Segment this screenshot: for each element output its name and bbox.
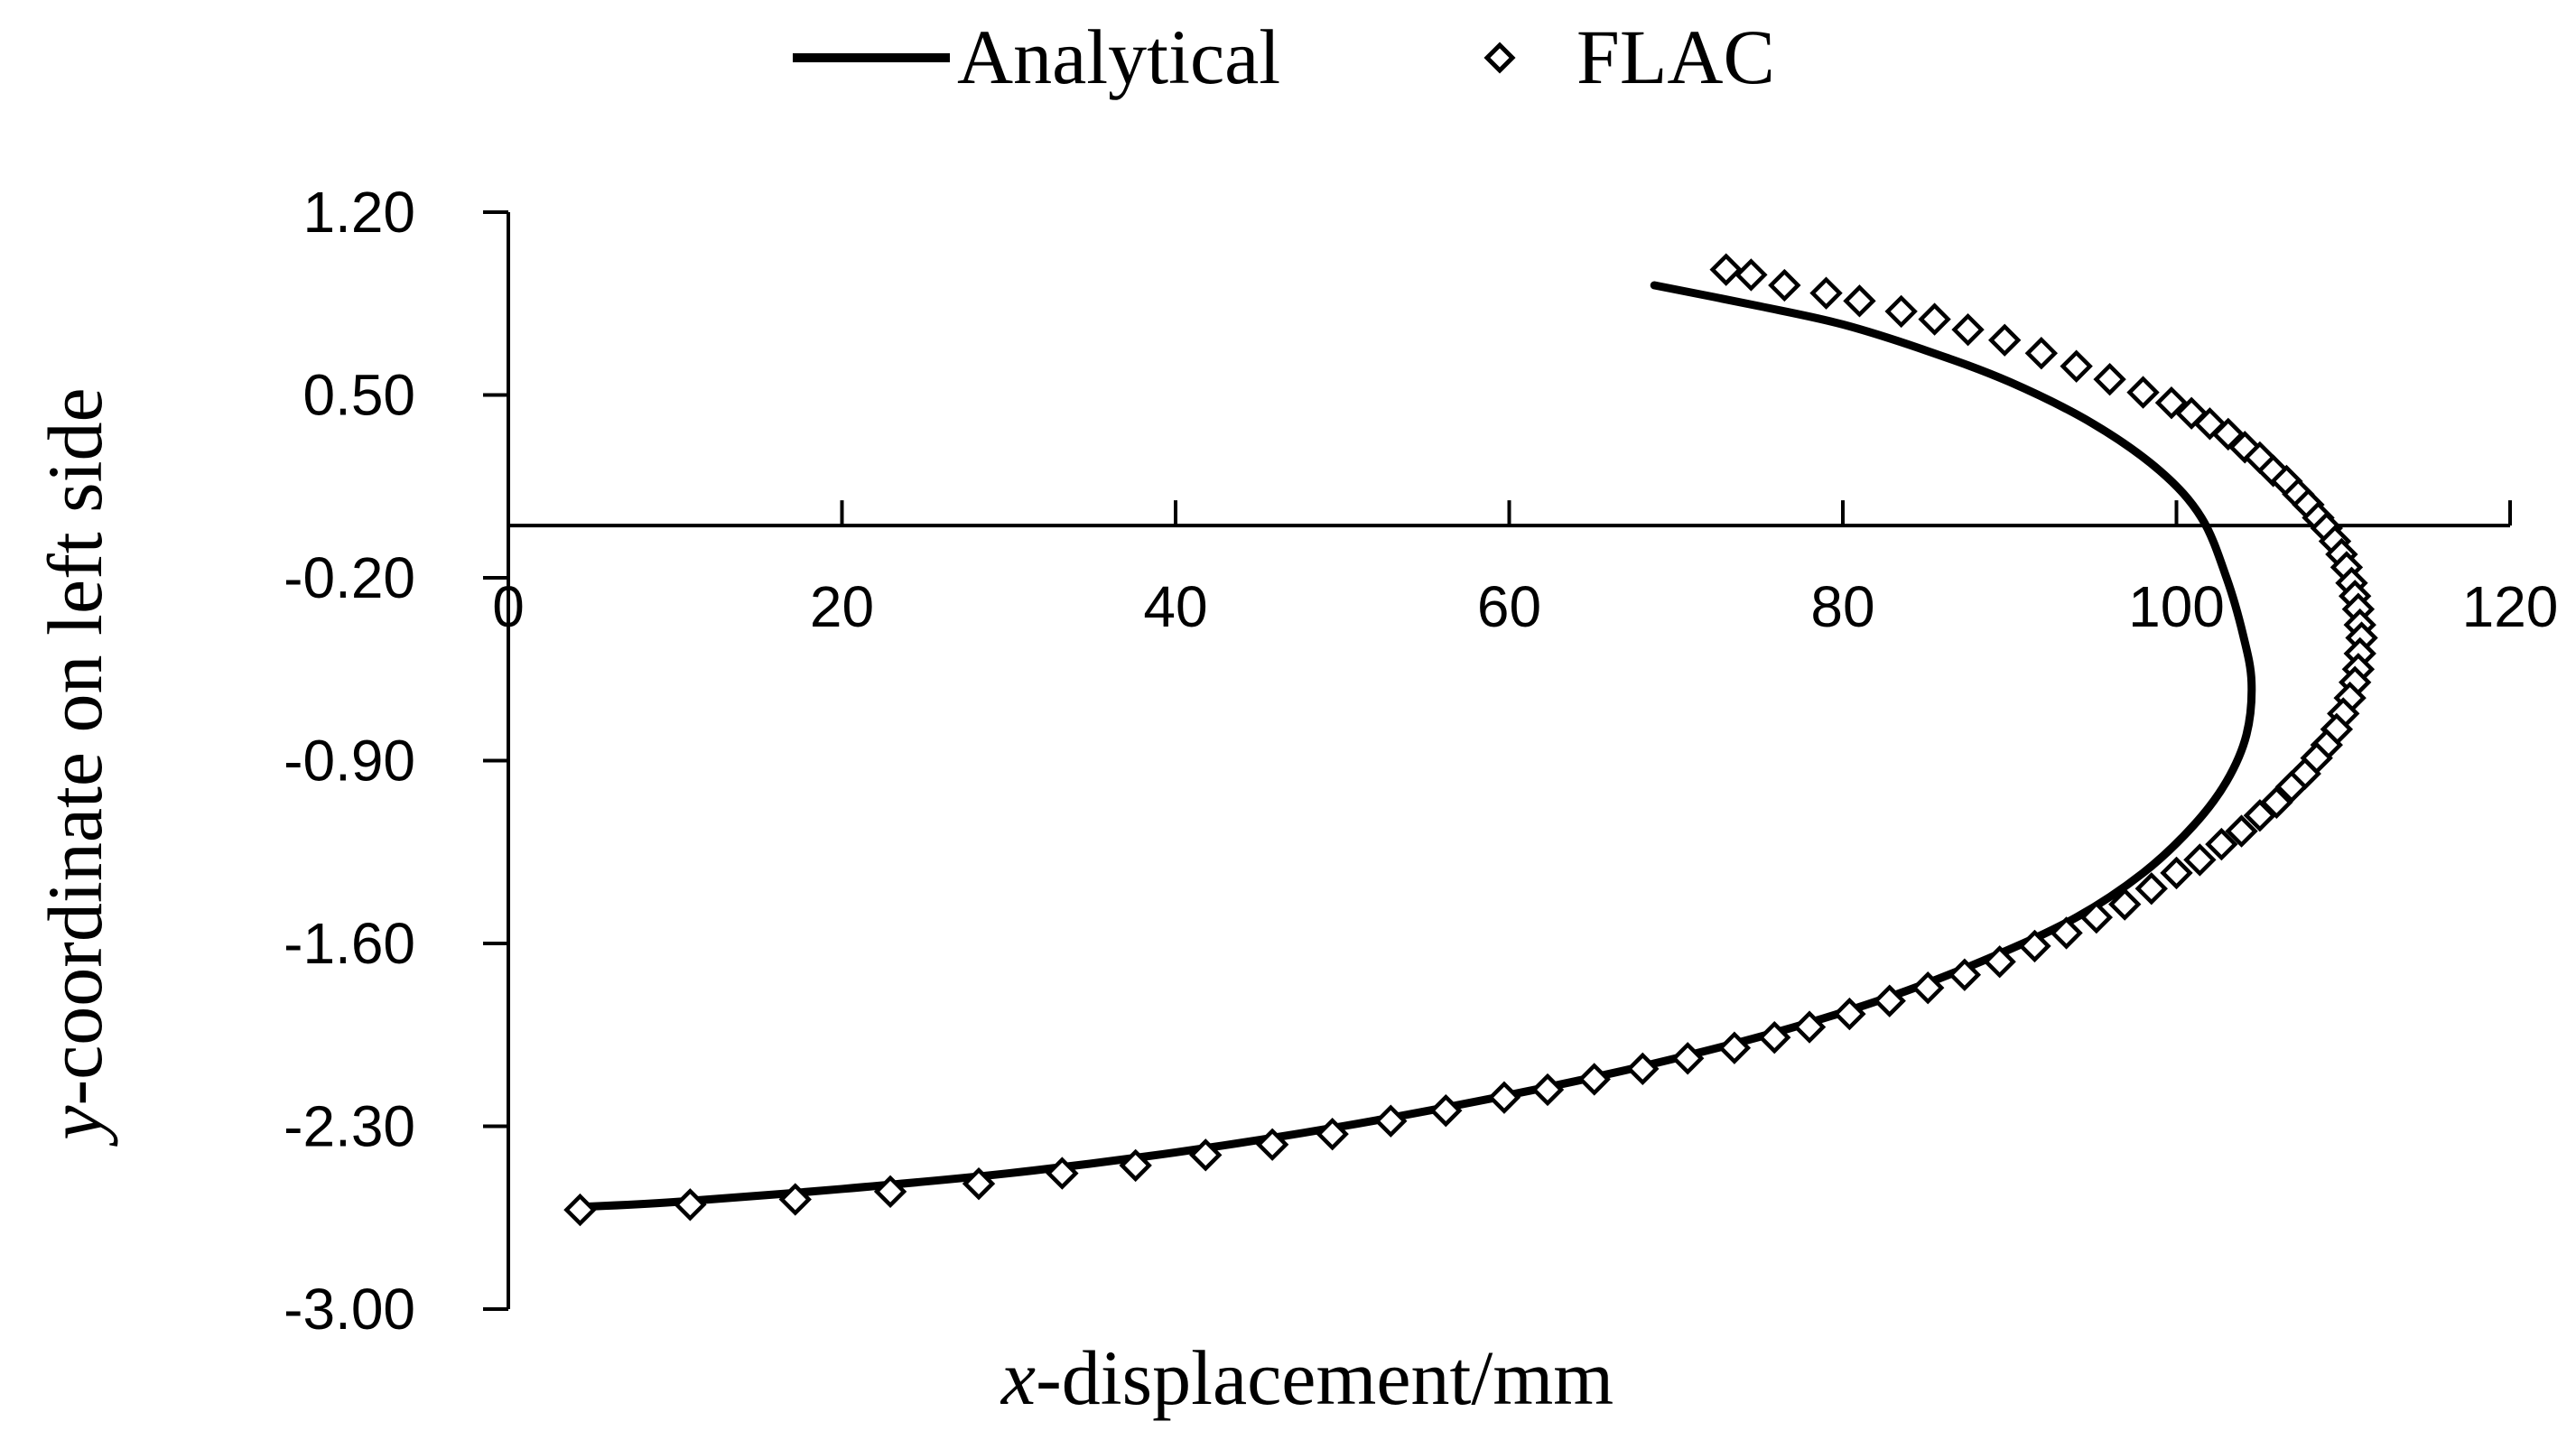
flac-point [2024,337,2059,370]
flac-point [1983,945,2016,979]
flac-point [1948,958,1982,991]
series-analytical [571,281,2256,1212]
y-axis-ticks: 1.20 0.50 -0.20 -0.90 -1.60 -2.30 -3.00 [284,180,508,1342]
flac-point [2256,454,2290,488]
flac-point [1626,1052,1660,1086]
flac-point [1429,1093,1463,1128]
flac-point [1530,1073,1565,1107]
flac-point [1046,1157,1079,1190]
flac-point [1792,1010,1827,1044]
flac-point [1988,323,2022,357]
flac-point [2160,856,2193,890]
series-flac [563,253,2378,1227]
flac-point [2108,887,2142,921]
flac-point [1951,312,1985,347]
flac-point [1189,1138,1223,1172]
flac-point [778,1183,812,1216]
flac-point [2183,843,2217,877]
flac-point [1670,1042,1705,1075]
x-tick-label: 60 [1477,574,1541,639]
flac-point [1911,971,1945,1005]
y-axis-title: y-coordinate on left side [32,387,118,1147]
flac-point [1119,1148,1152,1183]
flac-point [1833,997,1866,1031]
flac-point [2260,785,2293,819]
flac-point [2079,900,2114,934]
analytical-line [571,281,2256,1212]
flac-point [1717,1031,1752,1064]
flac-point [1768,268,1801,302]
x-axis-title-rest: -displacement/mm [1036,1334,1613,1421]
flac-point [2154,386,2189,420]
flac-point [2225,814,2258,848]
legend-label-flac: FLAC [1576,14,1775,100]
x-tick-label: 120 [2462,574,2559,639]
flac-point [1255,1128,1289,1161]
flac-point [563,1193,597,1227]
flac-point [1809,276,1843,310]
x-tick-label: 0 [492,574,525,639]
x-axis-title-italic: x [1000,1334,1036,1421]
y-tick-label: -2.30 [284,1094,415,1159]
flac-point [1873,984,1906,1017]
flac-point [2126,376,2160,409]
flac-point [962,1166,996,1201]
flac-point [1316,1117,1349,1151]
legend: Analytical FLAC [793,14,1775,100]
y-tick-label: -1.60 [284,911,415,976]
y-tick-label: 1.20 [302,180,415,245]
x-tick-label: 20 [810,574,874,639]
y-tick-label: -3.00 [284,1277,415,1342]
flac-point [2060,349,2093,383]
flac-point [2274,770,2309,804]
flac-point [1918,302,1951,336]
flac-point [2174,396,2209,430]
flac-point [1843,284,1876,318]
flac-point [2050,916,2083,950]
y-tick-label: 0.50 [302,363,415,428]
x-axis-ticks: 0 20 40 60 80 100 120 [492,500,2558,639]
x-tick-label: 80 [1810,574,1874,639]
y-axis-title-rest: -coordinate on left side [32,387,118,1105]
axes [507,212,2510,1309]
flac-point [1734,258,1768,292]
flac-point [1758,1020,1791,1054]
y-tick-label: -0.20 [284,545,415,610]
flac-point [873,1175,907,1209]
x-tick-label: 40 [1143,574,1207,639]
flac-point [2205,827,2238,861]
y-tick-label: -0.90 [284,729,415,794]
legend-label-analytical: Analytical [957,14,1280,100]
flac-point [2228,431,2262,464]
flac-point [674,1188,707,1222]
flac-point [2134,872,2168,906]
x-axis-title: x-displacement/mm [1000,1334,1613,1421]
flac-point [2018,929,2051,963]
flac-point [2093,362,2126,396]
legend-swatch-flac-diamond-icon [1483,42,1516,74]
flac-point [1884,294,1918,329]
flac-point [1374,1104,1408,1138]
x-tick-label: 100 [2128,574,2225,639]
flac-point [1577,1063,1611,1096]
y-axis-title-italic: y [32,1105,118,1147]
flac-point [2243,799,2277,832]
flac-point [1487,1081,1521,1114]
flac-point [1709,253,1743,286]
